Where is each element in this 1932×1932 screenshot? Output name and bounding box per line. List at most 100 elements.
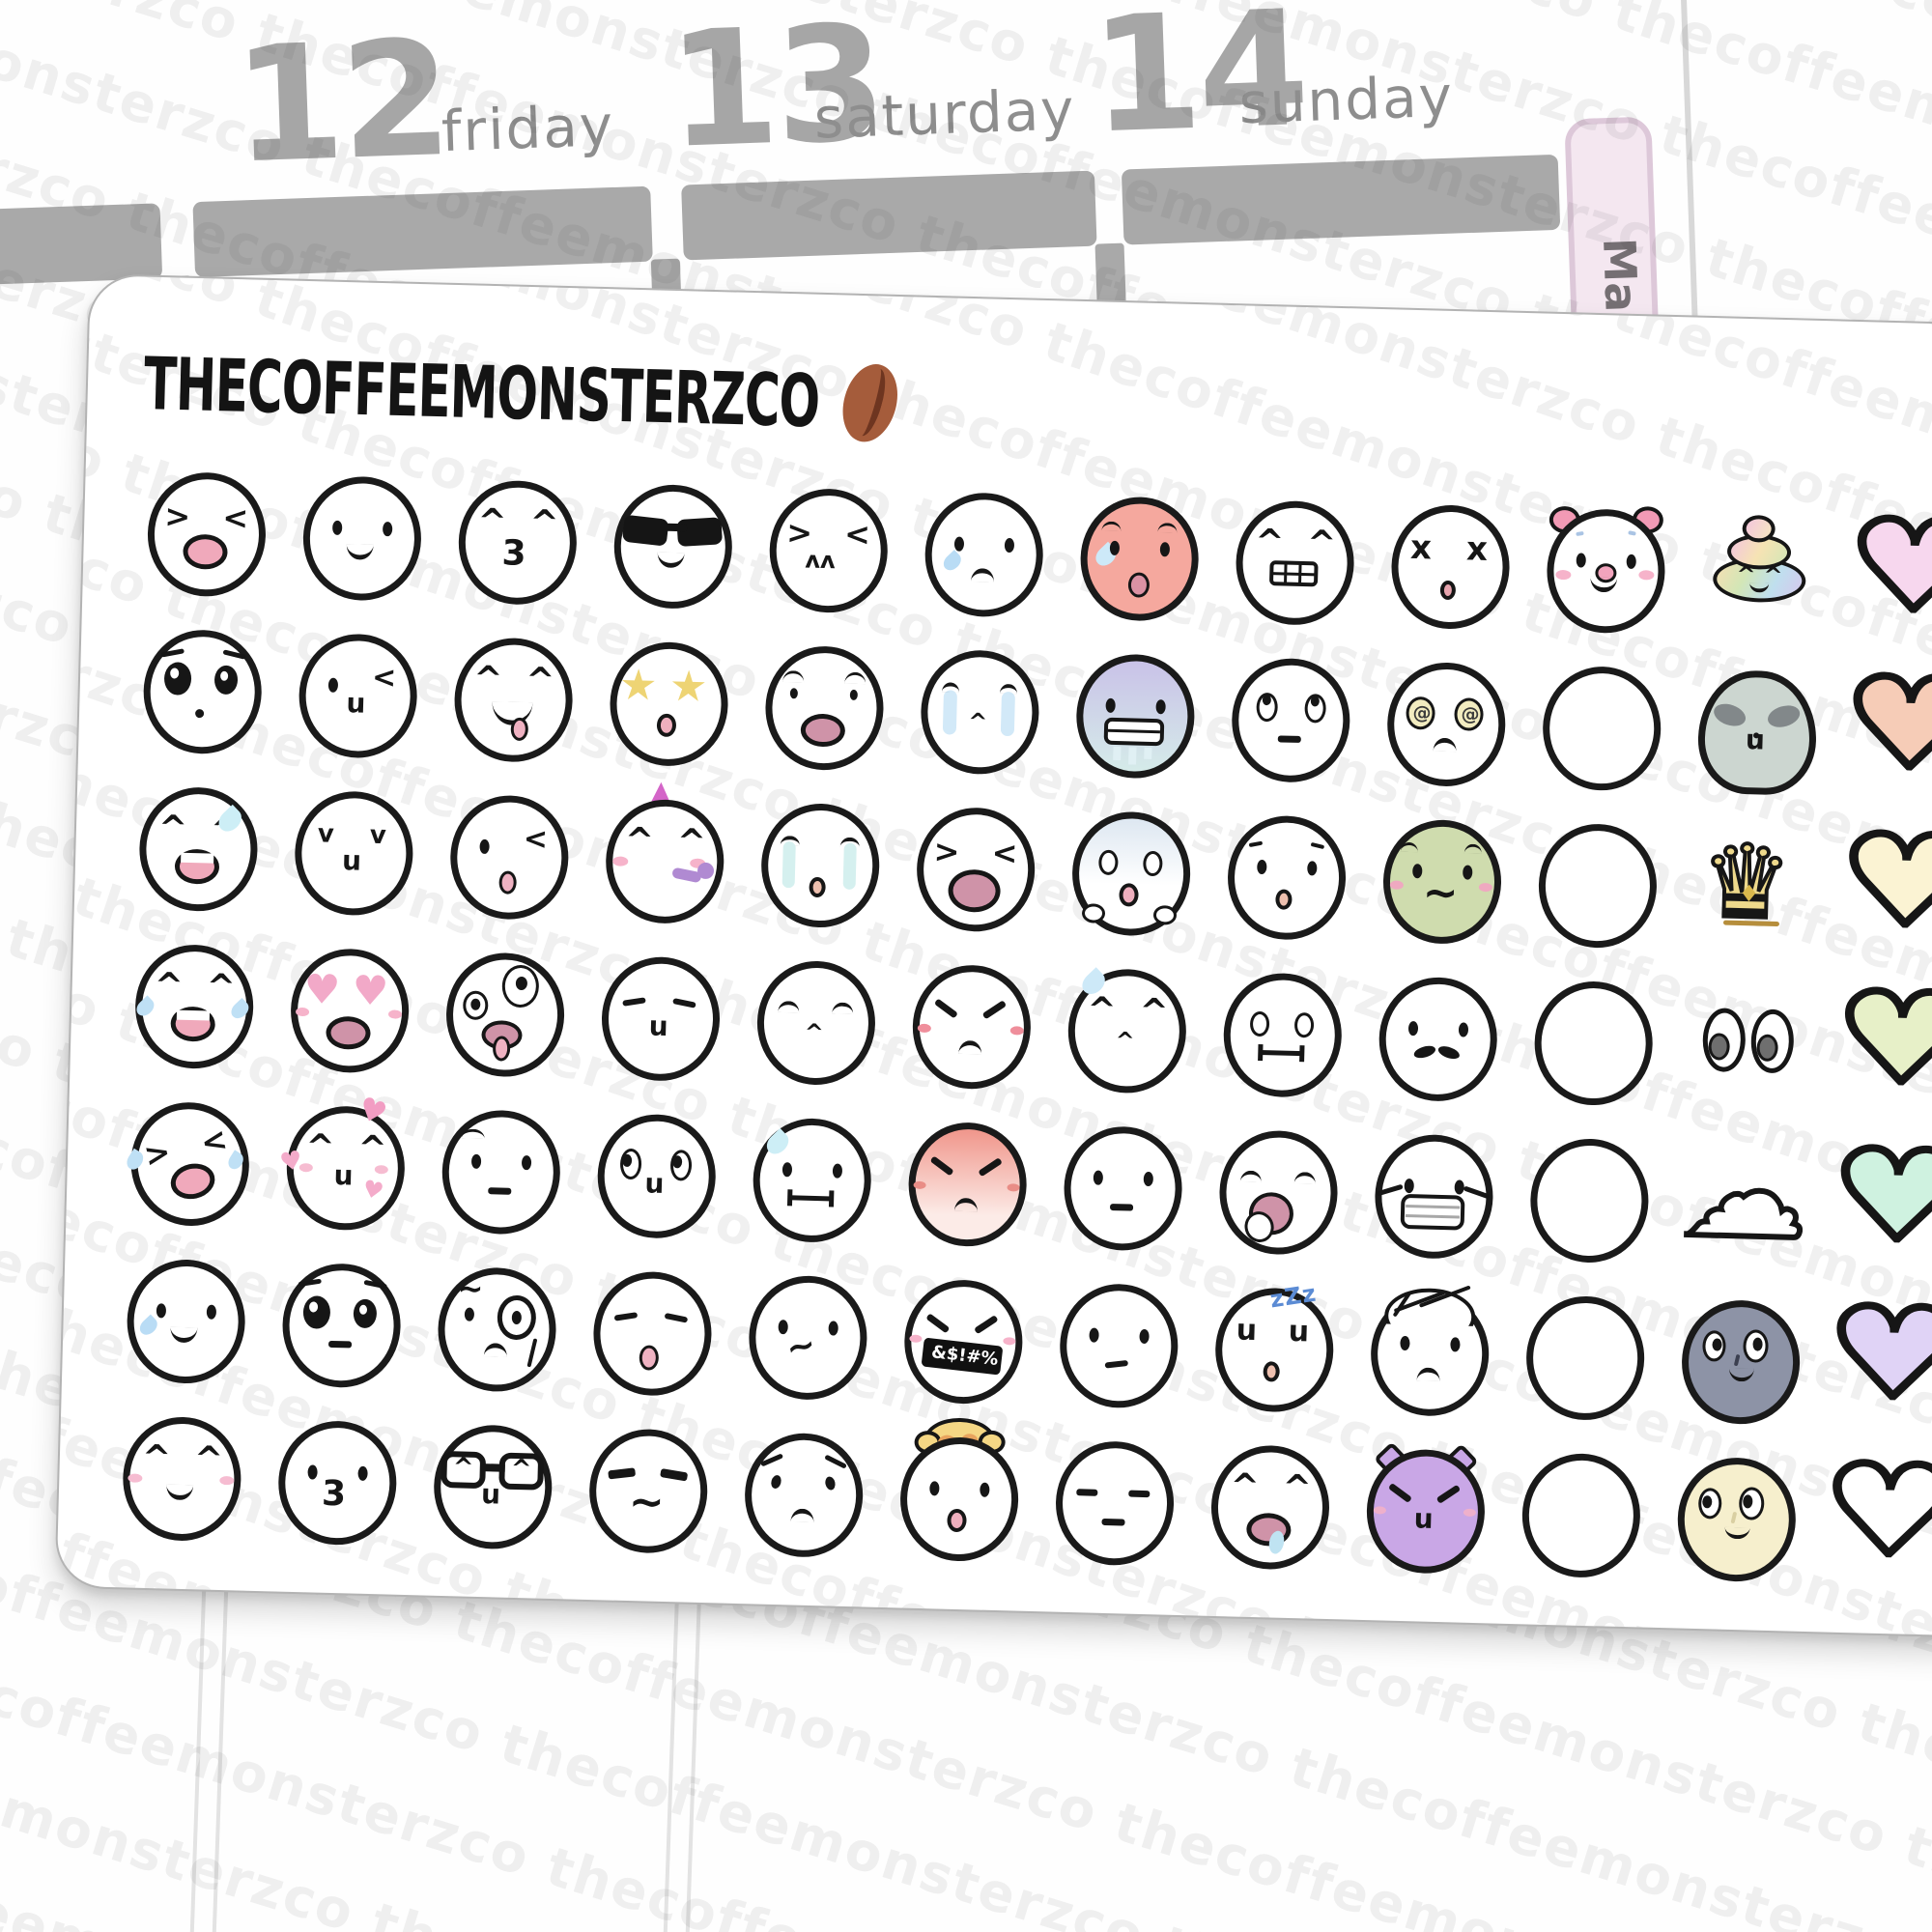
- mouth: [1101, 1518, 1125, 1526]
- eye: ^: [1306, 524, 1337, 564]
- sticker-slight-smile: [300, 474, 423, 604]
- part: [1128, 747, 1137, 765]
- sticker-blank: [1520, 1452, 1642, 1580]
- mouth: [1284, 562, 1288, 584]
- part: [1009, 1026, 1024, 1036]
- eye: ^: [1229, 1466, 1261, 1508]
- eye: <: [991, 834, 1018, 872]
- sticker-full-moon-face: [1675, 1456, 1798, 1584]
- mouth: ^: [804, 1018, 825, 1047]
- sticker-blank: [1523, 1294, 1646, 1423]
- eye: >: [785, 514, 813, 552]
- eye: ^: [624, 820, 655, 862]
- sticker-laughing-squeeze: > <: [145, 470, 268, 600]
- part: [1385, 1323, 1473, 1353]
- calendar-column-bar: [0, 203, 163, 286]
- eye: ^: [1086, 990, 1118, 1032]
- blank-circle: [1524, 1294, 1646, 1422]
- sticker-surprised: [1225, 814, 1348, 943]
- sticker-wide-eyes: u: [595, 1113, 718, 1241]
- sticker-freezing: [1074, 652, 1197, 781]
- sticker-alien: u: [1695, 668, 1818, 798]
- sticker-unamused: ~: [586, 1428, 709, 1556]
- calendar-column-bar: [192, 185, 653, 278]
- sticker-mustache: [1377, 976, 1499, 1104]
- part: [842, 842, 857, 890]
- part: [913, 1180, 926, 1190]
- part: [1113, 746, 1122, 761]
- sticker-distraught: [742, 1432, 865, 1560]
- sticker-anguished: [763, 644, 886, 773]
- blank-circle: [1520, 1452, 1642, 1579]
- sticker-fearful-shock: [1069, 810, 1192, 939]
- eye: ★: [618, 660, 659, 711]
- mouth: u: [1745, 724, 1766, 756]
- mouth: [1277, 735, 1301, 744]
- sticker-rainbow-poop: ^ ^: [1700, 512, 1823, 640]
- part: ♥: [277, 1145, 305, 1179]
- eye: ^: [193, 1439, 224, 1481]
- blank-circle: [1533, 980, 1655, 1107]
- calendar-day-name: saturday: [812, 76, 1077, 152]
- eye: ^: [472, 659, 503, 700]
- sticker-sweat-laugh: ^^: [137, 785, 260, 915]
- sticker-joy-laughing-tears: ^ ^: [132, 943, 255, 1072]
- calendar-day-number: 12: [230, 5, 451, 199]
- month-tab-label: Ma: [1593, 237, 1648, 313]
- sticker-smiling-tear: [125, 1258, 247, 1386]
- part: [942, 690, 958, 735]
- sticker-looking-eyes: [1688, 984, 1810, 1113]
- calendar-column-bar: [681, 170, 1097, 261]
- blank-circle: [1528, 1137, 1651, 1264]
- sticker-sheet: thecoffeemonsterzco thecoffeemonsterzco …: [54, 273, 1932, 1639]
- mouth: [1258, 1043, 1264, 1062]
- eye: ^: [304, 1127, 336, 1168]
- part: [1000, 691, 1015, 737]
- part: [917, 1023, 931, 1034]
- sticker-party-face: ^ ^: [604, 781, 726, 926]
- sticker-angry: [910, 963, 1033, 1093]
- mouth: u: [346, 687, 366, 720]
- eye: v: [317, 819, 335, 849]
- eye: ♥: [352, 966, 389, 1015]
- eye: ^: [676, 822, 707, 863]
- face-base: [743, 1432, 865, 1559]
- eye: ^: [1254, 522, 1285, 563]
- sticker-heart-mint: ♥: [1826, 1119, 1932, 1274]
- eye: u: [1236, 1313, 1258, 1349]
- heart-white-shape: ♥: [1817, 1434, 1932, 1589]
- part: [1003, 1337, 1016, 1346]
- eye: <: [523, 821, 549, 857]
- sticker-blank: [1532, 980, 1655, 1108]
- calendar-day-name: sunday: [1237, 63, 1455, 137]
- part: ~: [457, 1269, 484, 1308]
- mouth: ^: [1115, 1027, 1136, 1055]
- sticker-new-moon-face: [1679, 1298, 1802, 1428]
- sticker-skeptical-eyebrow: [440, 1108, 562, 1237]
- sticker-heart-lavender: ♥: [1822, 1276, 1932, 1432]
- face-base: [436, 1265, 558, 1394]
- eye: ^: [528, 503, 560, 544]
- part: [1373, 1506, 1387, 1515]
- mouth: ʌʌ: [805, 546, 837, 575]
- part: ^: [452, 1453, 474, 1483]
- mouth: 3: [321, 1473, 347, 1515]
- sticker-worried-grimace: [1221, 972, 1344, 1100]
- sticker-cheeky-tongue: [591, 1270, 714, 1399]
- eye: ♥: [303, 965, 341, 1014]
- sticker-pensive: ^: [754, 959, 877, 1088]
- part: [481, 1463, 505, 1472]
- sticker-nervous-relief: ^ ^ ^: [1065, 967, 1188, 1096]
- face-base: [1217, 1128, 1340, 1257]
- sticker-sleeping-zzz: zZz u u: [1213, 1280, 1336, 1415]
- sticker-dizzy-spiral-eyes: @ @: [1385, 661, 1508, 789]
- part: [1152, 905, 1178, 925]
- heart-cream-shape: ♥: [1833, 804, 1932, 959]
- mouth: u: [1413, 1502, 1435, 1535]
- face-base: [301, 474, 423, 603]
- sticker-whistling: 3: [276, 1419, 399, 1548]
- part: [1638, 570, 1655, 581]
- face-base: [1054, 1439, 1176, 1567]
